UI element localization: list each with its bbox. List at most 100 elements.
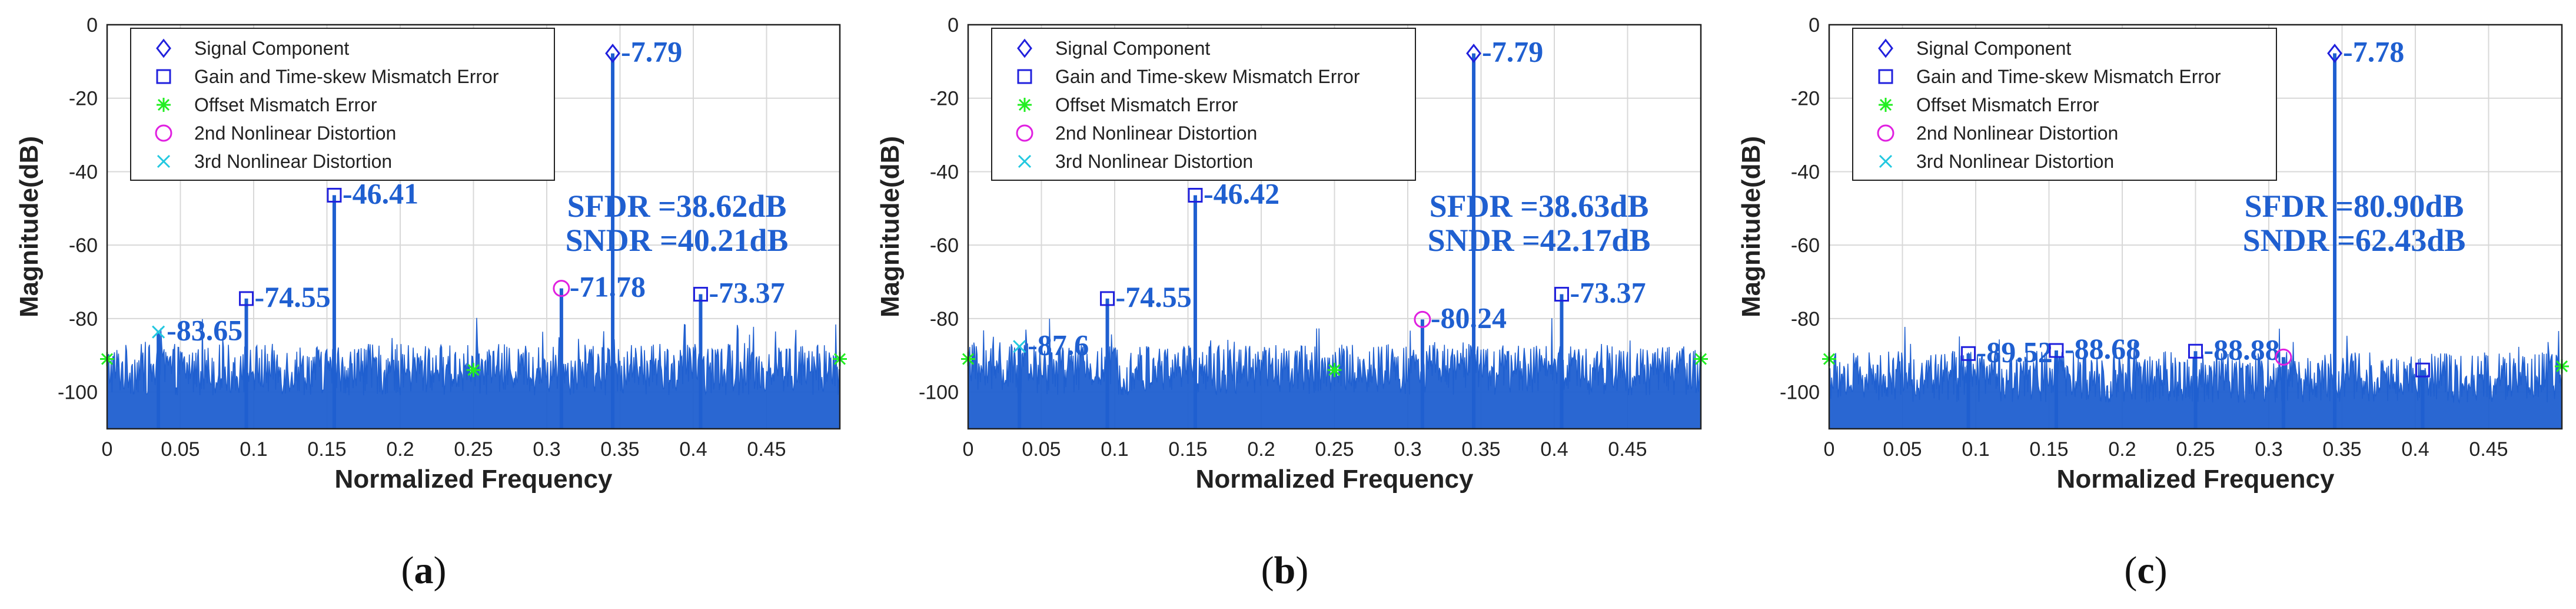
sndr-label: SNDR =62.43dB xyxy=(2243,223,2466,258)
y-tick-label: -20 xyxy=(1791,88,1820,110)
peak-value-label: -46.41 xyxy=(343,177,418,210)
sfdr-label: SFDR =80.90dB xyxy=(2245,188,2464,224)
legend-entry: Signal Component xyxy=(194,38,349,59)
third-order-marker xyxy=(1013,340,1026,353)
offset-marker-stroke xyxy=(1879,98,1892,111)
peak-value-label: -87.6 xyxy=(1028,328,1089,361)
offset-marker-stroke xyxy=(467,364,480,376)
sfdr-label: SFDR =38.63dB xyxy=(1430,188,1649,224)
offset-marker-stroke xyxy=(1018,98,1031,111)
x-axis-label: Normalized Frequency xyxy=(2057,465,2335,494)
second-order-marker xyxy=(155,124,172,142)
peak-value-label: -74.55 xyxy=(1116,280,1192,313)
sfdr-label: SFDR =38.62dB xyxy=(567,188,787,224)
gain-marker xyxy=(239,291,254,306)
y-axis-label: Magnitude(dB) xyxy=(876,136,905,317)
y-tick-label: -20 xyxy=(930,88,959,110)
plot-frame xyxy=(967,24,1702,430)
signal-marker xyxy=(605,44,620,64)
gain-marker xyxy=(693,287,708,302)
gain-marker xyxy=(2049,343,2064,358)
y-tick-label: -80 xyxy=(1791,308,1820,330)
panel-caption: (c) xyxy=(2124,549,2167,592)
y-tick-label: -80 xyxy=(69,308,98,330)
second-order-marker xyxy=(2275,348,2292,366)
third-order-marker xyxy=(152,325,165,339)
legend-entry: 3rd Nonlinear Distortion xyxy=(194,151,392,172)
y-tick-label: 0 xyxy=(87,14,98,37)
y-tick-label: -40 xyxy=(930,161,959,183)
y-tick-label: 0 xyxy=(948,14,959,37)
y-tick-label: -20 xyxy=(69,88,98,110)
legend-entry: 2nd Nonlinear Distortion xyxy=(1055,123,1257,144)
x-tick-label: 0.4 xyxy=(679,438,707,461)
legend: Signal Component Gain and Time-skew Misma… xyxy=(991,28,1416,181)
peak-value-label: -7.79 xyxy=(621,35,682,68)
second-order-marker xyxy=(1877,124,1894,142)
x-tick-label: 0.45 xyxy=(747,438,786,461)
x-tick-label: 0.1 xyxy=(1101,438,1128,461)
y-tick-label: -60 xyxy=(1791,234,1820,257)
offset-marker-stroke xyxy=(157,98,170,111)
y-axis-label: Magnitude(dB) xyxy=(15,136,44,317)
legend-box xyxy=(130,28,555,181)
peak-value-label: -73.37 xyxy=(709,276,785,309)
third-order-marker xyxy=(1018,154,1032,168)
peak-value-label: -80.24 xyxy=(1431,301,1507,334)
x-tick-label: 0.05 xyxy=(1883,438,1922,461)
gain-marker xyxy=(1188,187,1203,203)
peak-value-label: -7.78 xyxy=(2343,35,2404,68)
signal-marker xyxy=(1878,38,1893,58)
sndr-label: SNDR =40.21dB xyxy=(566,223,789,258)
x-tick-label: 0.25 xyxy=(2176,438,2215,461)
x-tick-label: 0 xyxy=(102,438,113,461)
noise-floor-trace xyxy=(968,318,1701,429)
legend-entry: Gain and Time-skew Mismatch Error xyxy=(194,66,499,87)
legend-entry: Offset Mismatch Error xyxy=(1055,94,1238,115)
gain-marker xyxy=(156,69,171,84)
third-order-marker xyxy=(157,154,171,168)
gain-marker xyxy=(1017,69,1032,84)
legend-entry: 2nd Nonlinear Distortion xyxy=(1916,123,2118,144)
second-order-marker xyxy=(1016,124,1033,142)
peak-value-label: -7.79 xyxy=(1482,35,1543,68)
signal-marker xyxy=(156,38,171,58)
x-tick-label: 0.35 xyxy=(600,438,639,461)
y-tick-label: -60 xyxy=(930,234,959,257)
y-tick-label: -40 xyxy=(1791,161,1820,183)
y-tick-label: -100 xyxy=(1780,382,1820,404)
y-tick-label: -40 xyxy=(69,161,98,183)
chart-panel-b: 0 0.05 0.1 0.15 0.2 0.25 0.3 0.35 0.4 0.45 0 -20 -40… xyxy=(876,14,1708,592)
x-tick-label: 0.1 xyxy=(240,438,267,461)
x-tick-label: 0.2 xyxy=(386,438,414,461)
legend-entry: 3rd Nonlinear Distortion xyxy=(1055,151,1253,172)
chart-panel-c: 0 0.05 0.1 0.15 0.2 0.25 0.3 0.35 0.4 0.45 0 -20 -40… xyxy=(1737,14,2569,592)
x-tick-label: 0.25 xyxy=(454,438,493,461)
plot-frame xyxy=(1828,24,2563,430)
legend-entry: Signal Component xyxy=(1055,38,1210,59)
x-tick-label: 0.15 xyxy=(307,438,346,461)
legend-entry: Gain and Time-skew Mismatch Error xyxy=(1916,66,2221,87)
x-tick-label: 0 xyxy=(1824,438,1835,461)
signal-marker xyxy=(1466,44,1481,64)
x-tick-label: 0.45 xyxy=(2469,438,2508,461)
x-tick-label: 0.4 xyxy=(1540,438,1568,461)
gain-marker xyxy=(2415,362,2430,378)
x-tick-label: 0.35 xyxy=(1461,438,1500,461)
x-tick-label: 0.3 xyxy=(533,438,560,461)
y-tick-label: 0 xyxy=(1809,14,1820,37)
y-tick-label: -100 xyxy=(58,382,98,404)
gain-marker xyxy=(1878,69,1893,84)
x-tick-label: 0.4 xyxy=(2401,438,2429,461)
y-tick-label: -80 xyxy=(930,308,959,330)
x-tick-label: 0.45 xyxy=(1608,438,1647,461)
legend-entry: Signal Component xyxy=(1916,38,2071,59)
gain-marker xyxy=(1554,287,1569,302)
x-tick-label: 0 xyxy=(963,438,974,461)
x-tick-label: 0.15 xyxy=(1168,438,1207,461)
peak-value-label: -46.42 xyxy=(1204,177,1279,210)
x-tick-label: 0.05 xyxy=(161,438,200,461)
x-tick-label: 0.2 xyxy=(2108,438,2136,461)
peak-value-label: -73.37 xyxy=(1570,276,1646,309)
